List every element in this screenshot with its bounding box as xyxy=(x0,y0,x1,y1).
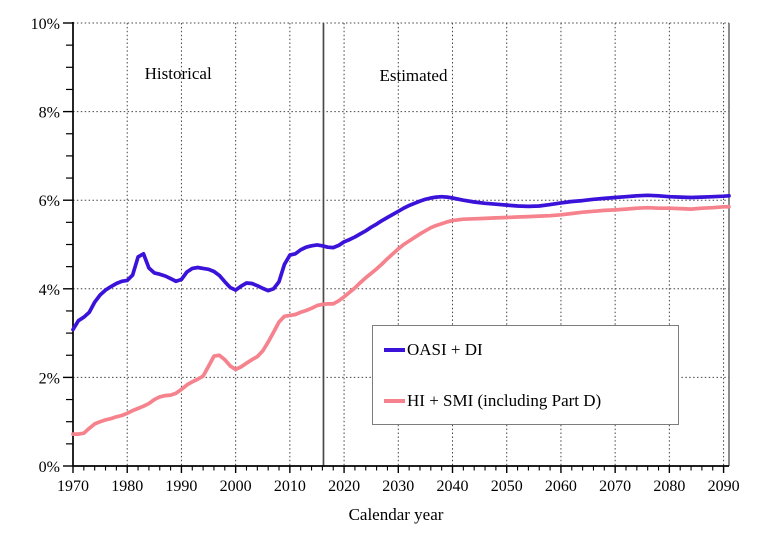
series-line-hi-smi xyxy=(71,204,731,436)
x-tick-label-2090: 2090 xyxy=(708,478,740,495)
annotation-historical: Historical xyxy=(144,63,212,83)
x-tick-label-2060: 2060 xyxy=(545,478,577,495)
x-tick-label-2050: 2050 xyxy=(491,478,523,495)
x-tick-label-2070: 2070 xyxy=(599,478,631,495)
x-tick-label-1980: 1980 xyxy=(111,478,143,495)
legend-swatch-oasi-di xyxy=(384,348,405,352)
legend-label-oasi-di: OASI + DI xyxy=(407,340,483,359)
x-tick-label-2080: 2080 xyxy=(653,478,685,495)
y-tick-label-2%: 2% xyxy=(39,370,60,387)
legend: OASI + DI HI + SMI (including Part D) xyxy=(372,325,679,425)
x-axis-title: Calendar year xyxy=(348,505,444,524)
x-tick-label-2030: 2030 xyxy=(382,478,414,495)
x-tick-label-1990: 1990 xyxy=(165,478,197,495)
x-tick-label-2000: 2000 xyxy=(220,478,252,495)
legend-label-hi-smi: HI + SMI (including Part D) xyxy=(407,391,602,410)
series-line-oasi-di xyxy=(71,193,731,332)
annotation-estimated: Estimated xyxy=(379,66,448,86)
y-tick-label-8%: 8% xyxy=(39,105,60,122)
y-tick-label-10%: 10% xyxy=(31,16,60,33)
y-tick-label-6%: 6% xyxy=(39,193,60,210)
y-tick-label-4%: 4% xyxy=(39,282,60,299)
legend-swatch-hi-smi xyxy=(384,399,405,403)
x-tick-label-1970: 1970 xyxy=(57,478,89,495)
legend-item-oasi-di: OASI + DI xyxy=(384,339,483,361)
x-tick-label-2010: 2010 xyxy=(274,478,306,495)
legend-item-hi-smi: HI + SMI (including Part D) xyxy=(384,390,601,412)
x-tick-label-2040: 2040 xyxy=(437,478,469,495)
x-tick-label-2020: 2020 xyxy=(328,478,360,495)
y-tick-label-0%: 0% xyxy=(39,459,60,476)
